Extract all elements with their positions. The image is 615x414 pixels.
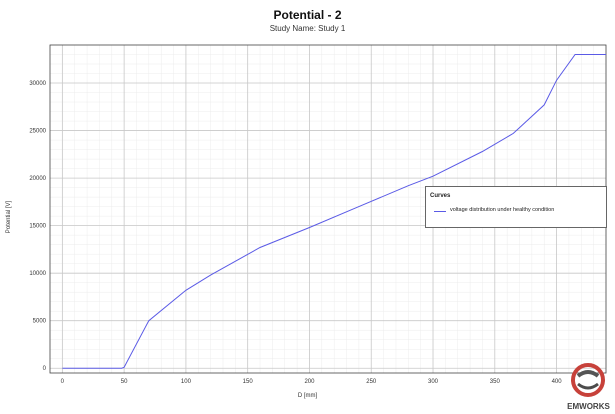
series-line <box>62 54 606 369</box>
legend: Curves voltage distribution under health… <box>425 186 607 228</box>
chart-subtitle: Study Name: Study 1 <box>269 24 346 33</box>
x-tick-label: 150 <box>243 379 254 385</box>
y-tick-label: 15000 <box>29 224 46 230</box>
x-tick-label: 250 <box>366 379 377 385</box>
logo-text: EMWORKS <box>567 402 610 411</box>
x-tick-label: 400 <box>552 379 563 385</box>
y-tick-label: 5000 <box>33 319 47 325</box>
x-tick-label: 50 <box>121 379 128 385</box>
chart-title: Potential - 2 <box>273 8 342 22</box>
x-tick-label: 350 <box>490 379 501 385</box>
y-tick-label: 0 <box>43 366 47 372</box>
y-tick-label: 25000 <box>29 129 46 135</box>
x-tick-label: 100 <box>181 379 192 385</box>
x-axis-label: D [mm] <box>297 393 318 399</box>
legend-swatch <box>434 211 446 212</box>
y-tick-label: 20000 <box>29 176 46 182</box>
legend-title: Curves <box>430 193 451 199</box>
y-tick-label: 10000 <box>29 271 46 277</box>
y-tick-label: 30000 <box>29 81 46 87</box>
x-tick-label: 200 <box>304 379 315 385</box>
emworks-logo: EMWORKS <box>566 362 611 412</box>
x-tick-label: 300 <box>428 379 439 385</box>
logo-icon <box>571 363 605 397</box>
x-tick-label: 0 <box>61 379 65 385</box>
legend-label: voltage distribution under healthy condi… <box>450 207 555 213</box>
